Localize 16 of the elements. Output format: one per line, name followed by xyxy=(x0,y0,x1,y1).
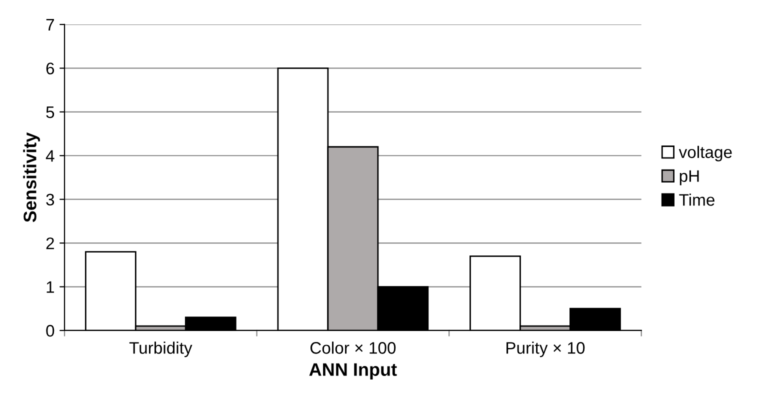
x-tick-label: Color × 100 xyxy=(310,342,396,354)
x-tick-label: Turbidity xyxy=(129,342,192,358)
legend-label: pH xyxy=(680,170,699,186)
y-tick-label: 3 xyxy=(46,194,54,206)
y-tick-label: 4 xyxy=(46,150,54,162)
y-axis-title: Sensitivity xyxy=(23,132,40,222)
y-tick-label: 1 xyxy=(46,281,54,293)
x-axis-title: ANN Input xyxy=(309,363,397,380)
legend-label: voltage xyxy=(678,146,732,162)
y-tick-label: 0 xyxy=(46,324,54,337)
y-tick-label: 6 xyxy=(46,62,54,74)
y-tick-label: 5 xyxy=(46,106,54,118)
x-tick-label: Purity × 10 xyxy=(506,342,585,358)
y-tick-label: 7 xyxy=(46,19,54,31)
y-tick-label: 2 xyxy=(46,237,54,250)
legend-label: Time xyxy=(679,194,714,206)
